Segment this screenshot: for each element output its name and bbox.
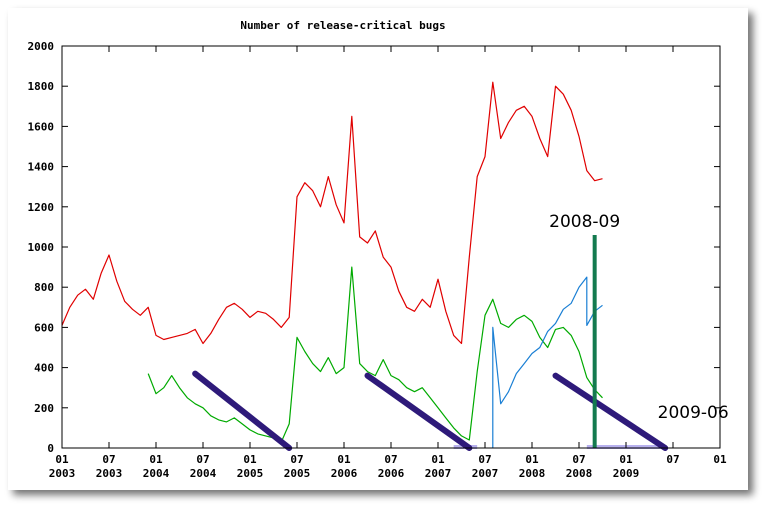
series-line-2 [147,266,603,443]
y-tick-label: 0 [47,442,54,455]
y-tick-label: 1000 [28,241,55,254]
x-tick-month: 07 [196,453,209,466]
x-tick-month: 07 [478,453,491,466]
x-tick-year: 2007 [472,467,499,480]
y-tick-label: 1600 [28,120,55,133]
x-tick-year: 2004 [190,467,217,480]
x-tick-year: 2006 [378,467,405,480]
x-tick-year: 2005 [237,467,264,480]
y-tick-label: 800 [34,281,54,294]
x-tick-month: 07 [384,453,397,466]
y-tick-label: 1800 [28,80,55,93]
series-line-3 [492,276,603,448]
x-tick-year: 2005 [284,467,311,480]
x-tick-year: 2003 [96,467,123,480]
x-tick-month: 01 [619,453,633,466]
trend-line-3 [552,372,669,451]
y-tick-label: 600 [34,321,54,334]
y-tick-label: 200 [34,402,54,415]
chart-panel [8,8,748,490]
x-tick-year: 2004 [143,467,170,480]
y-tick-label: 2000 [28,40,55,53]
x-tick-month: 01 [525,453,539,466]
x-tick-month: 07 [102,453,115,466]
x-tick-year: 2009 [613,467,640,480]
x-tick-month: 07 [572,453,585,466]
x-tick-month: 01 [243,453,257,466]
trend-line-1 [192,370,293,451]
x-tick-year: 2008 [519,467,546,480]
x-tick-year: 2007 [425,467,452,480]
x-tick-year: 2008 [566,467,593,480]
series-line-1 [61,81,603,345]
y-tick-label: 1400 [28,161,55,174]
x-tick-month: 01 [337,453,351,466]
x-tick-month: 07 [666,453,679,466]
x-tick-month: 01 [55,453,69,466]
x-tick-year: 2006 [331,467,358,480]
x-tick-year: 2003 [49,467,76,480]
x-tick-month: 01 [149,453,163,466]
x-tick-month: 01 [431,453,445,466]
trend-line-2 [364,372,473,451]
chart-title: Number of release-critical bugs [240,19,445,32]
y-tick-label: 400 [34,362,54,375]
marker-label: 2008-09 [549,212,620,232]
x-tick-month: 01 [713,453,727,466]
marker-label: 2009-06 [658,403,729,423]
y-tick-label: 1200 [28,201,55,214]
x-tick-month: 07 [290,453,303,466]
